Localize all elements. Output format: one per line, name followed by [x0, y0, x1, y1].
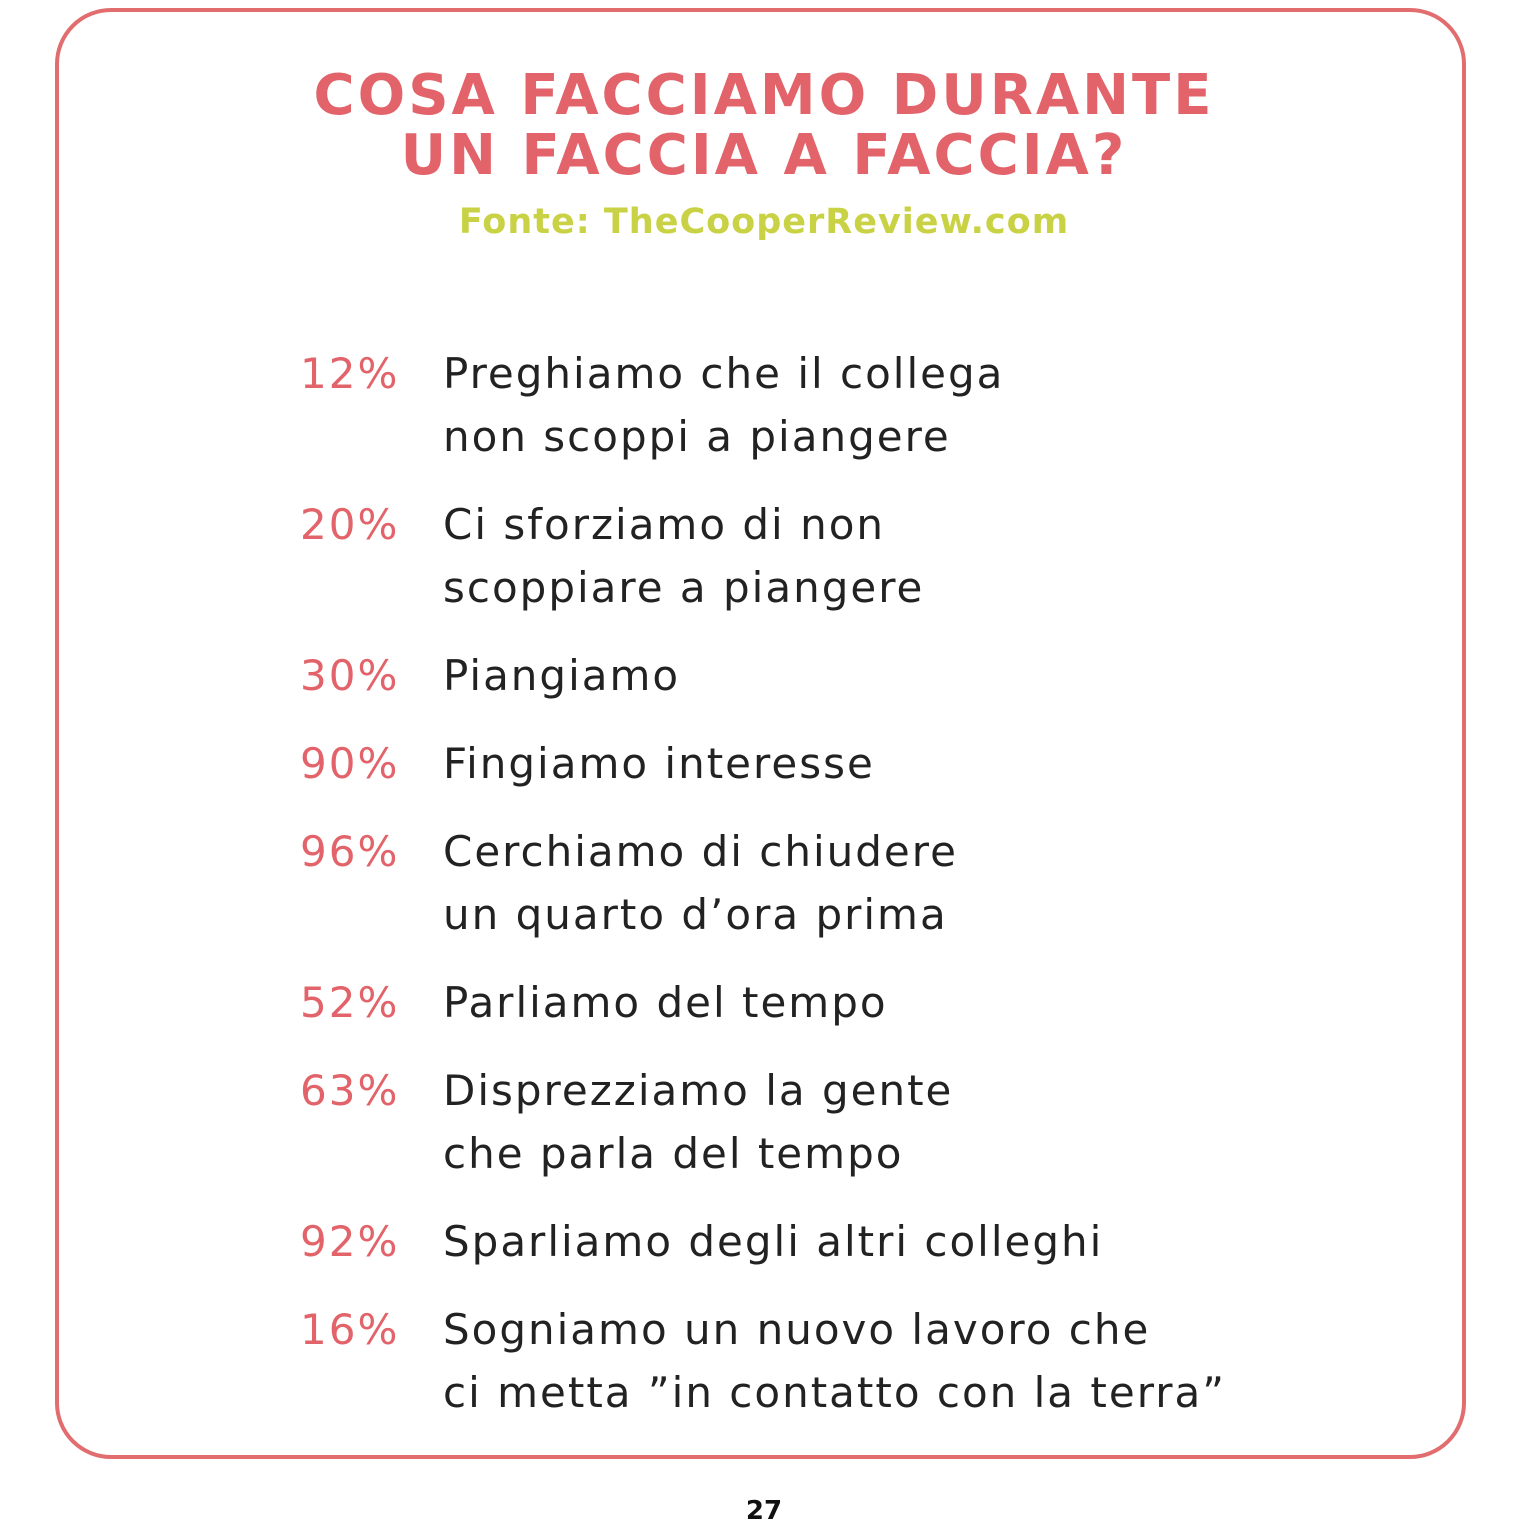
- page-number: 27: [745, 1496, 783, 1526]
- item: 92% Sparliamo degli altri colleghi: [300, 1210, 1226, 1273]
- item: 20% Ci sforziamo di non scoppiare a piange…: [300, 493, 1226, 619]
- description-line: scoppiare a piangere: [443, 563, 925, 612]
- description-line: Cerchiamo di chiudere: [443, 827, 958, 876]
- percent: 16%: [300, 1305, 400, 1354]
- description-line: ci metta ”in contatto con la terra”: [443, 1368, 1226, 1417]
- percent: 12%: [300, 349, 400, 398]
- description: Ci sforziamo di non scoppiare a piangere: [443, 493, 924, 619]
- item: 12% Preghiamo che il collega non scoppi a …: [300, 342, 1226, 468]
- item: 63% Disprezziamo la gente che parla del te…: [300, 1059, 1226, 1185]
- item: 16% Sogniamo un nuovo lavoro che ci metta …: [300, 1298, 1226, 1424]
- percent: 20%: [300, 500, 400, 549]
- description-line: Sparliamo degli altri colleghi: [443, 1217, 1104, 1266]
- description: Disprezziamo la gente che parla del tempo: [443, 1059, 953, 1185]
- description-line: che parla del tempo: [443, 1129, 904, 1178]
- description-line: Piangiamo: [443, 651, 681, 700]
- description: Cerchiamo di chiudere un quarto d’ora pri…: [443, 820, 958, 946]
- description-line: Ci sforziamo di non: [443, 500, 886, 549]
- title-line: COSA FACCIAMO DURANTE: [313, 63, 1215, 128]
- source: Fonte: TheCooperReview.com: [458, 202, 1070, 242]
- description-line: un quarto d’ora prima: [443, 890, 948, 939]
- percent: 52%: [300, 978, 400, 1027]
- description: Sogniamo un nuovo lavoro che ci metta ”in…: [443, 1298, 1226, 1424]
- item: 30% Piangiamo: [300, 644, 1226, 707]
- description: Preghiamo che il collega non scoppi a pia…: [443, 342, 1004, 468]
- percent: 96%: [300, 827, 400, 876]
- description-line: Parliamo del tempo: [443, 978, 888, 1027]
- percent: 90%: [300, 739, 400, 788]
- percent: 63%: [300, 1066, 400, 1115]
- item: 96% Cerchiamo di chiudere un quarto d’ora …: [300, 820, 1226, 946]
- description: Sparliamo degli altri colleghi: [443, 1210, 1103, 1273]
- title: COSA FACCIAMO DURANTE UN FACCIA A FACCIA…: [0, 66, 1528, 186]
- description: Piangiamo: [443, 644, 680, 707]
- title-line: UN FACCIA A FACCIA?: [400, 123, 1128, 188]
- item: 90% Fingiamo interesse: [300, 732, 1226, 795]
- description-line: Fingiamo interesse: [443, 739, 875, 788]
- description-line: Preghiamo che il collega: [443, 349, 1005, 398]
- percent: 92%: [300, 1217, 400, 1266]
- description-line: Sogniamo un nuovo lavoro che: [443, 1305, 1151, 1354]
- frame: [55, 8, 1466, 1459]
- description-line: non scoppi a piangere: [443, 412, 951, 461]
- description: Fingiamo interesse: [443, 732, 875, 795]
- description: Parliamo del tempo: [443, 971, 888, 1034]
- list: 12% Preghiamo che il collega non scoppi a …: [300, 342, 1226, 1424]
- item: 52% Parliamo del tempo: [300, 971, 1226, 1034]
- description-line: Disprezziamo la gente: [443, 1066, 954, 1115]
- percent: 30%: [300, 651, 400, 700]
